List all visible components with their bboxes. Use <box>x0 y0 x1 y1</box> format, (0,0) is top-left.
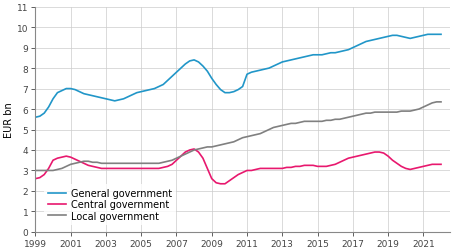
Y-axis label: EUR bn: EUR bn <box>4 102 14 138</box>
Local government <box>99 162 104 165</box>
Central government <box>85 164 91 167</box>
Line: Central government: Central government <box>35 149 441 184</box>
Central government <box>116 167 122 170</box>
Line: Local government: Local government <box>35 103 441 171</box>
General government <box>425 34 430 37</box>
General government <box>85 94 91 97</box>
Central government <box>324 165 329 168</box>
General government <box>33 116 38 119</box>
Central government <box>33 177 38 180</box>
Local government <box>33 169 38 172</box>
Central government <box>99 167 104 170</box>
Local government <box>355 114 360 117</box>
Central government <box>438 163 444 166</box>
Local government <box>434 101 439 104</box>
General government <box>438 34 444 37</box>
Local government <box>236 139 241 142</box>
General government <box>236 89 241 92</box>
Central government <box>244 169 250 172</box>
Local government <box>116 162 122 165</box>
Legend: General government, Central government, Local government: General government, Central government, … <box>44 184 176 225</box>
General government <box>355 45 360 48</box>
General government <box>116 99 122 102</box>
Central government <box>218 182 223 185</box>
Local government <box>315 120 320 123</box>
Central government <box>192 148 197 151</box>
Local government <box>438 101 444 104</box>
Line: General government: General government <box>35 35 441 118</box>
General government <box>315 54 320 57</box>
Central government <box>363 153 369 156</box>
Local government <box>85 160 91 163</box>
General government <box>99 97 104 100</box>
